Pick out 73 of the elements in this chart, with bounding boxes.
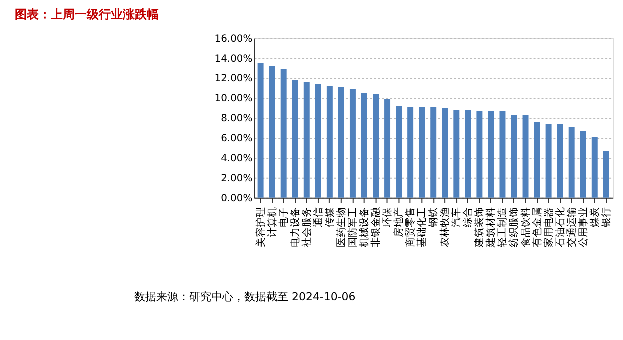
x-tick-label: 机械设备 <box>358 207 370 248</box>
x-tick-label: 医药生物 <box>335 207 348 248</box>
x-tick-label: 计算机 <box>266 207 278 238</box>
x-tick-label: 银行 <box>601 207 612 228</box>
bar <box>362 93 368 198</box>
text: 图表：上周一级行业涨跌幅 <box>14 7 159 22</box>
bar <box>522 115 529 198</box>
x-tick-label: 美容护理 <box>254 207 267 248</box>
x-tick-label: 非银金融 <box>370 207 382 248</box>
y-tick-label: 6.00% <box>221 134 253 145</box>
bar <box>568 127 575 198</box>
x-tick-label: 电子 <box>278 207 290 228</box>
x-tick-label: 交通运输 <box>566 207 578 248</box>
x-tick-label: 国防军工 <box>346 207 359 248</box>
bar <box>269 66 276 198</box>
bar <box>304 82 310 198</box>
x-tick-label: 汽车 <box>450 207 463 228</box>
bar <box>408 107 414 198</box>
bar <box>488 111 494 198</box>
x-tick-label: 轻工制造 <box>496 207 509 248</box>
x-tick-label: 钢铁 <box>428 207 440 228</box>
x-tick-label: 传媒 <box>324 207 336 228</box>
bar <box>546 124 552 198</box>
x-tick-label: 食品饮料 <box>520 207 532 248</box>
x-tick-label: 综合 <box>462 207 474 228</box>
x-tick-label: 建筑装饰 <box>474 207 486 248</box>
x-tick-label: 石油石化 <box>554 207 566 248</box>
bar <box>315 84 322 198</box>
x-tick-label: 房地产 <box>393 207 406 238</box>
x-tick-label: 环保 <box>382 207 394 228</box>
bar <box>350 89 356 198</box>
bar <box>258 63 264 198</box>
bar <box>326 86 333 198</box>
bar <box>511 115 518 198</box>
bar <box>580 131 586 198</box>
bar <box>419 107 426 198</box>
source-note: 数据来源：研究中心，数据截至 2024-10-06 <box>134 290 356 304</box>
bar <box>396 106 402 198</box>
x-tick-label: 通信 <box>312 207 324 228</box>
y-tick-label: 0.00% <box>221 193 253 204</box>
bar <box>442 108 448 198</box>
bar <box>465 110 472 198</box>
bar <box>592 137 598 198</box>
bar <box>557 124 564 198</box>
x-tick-label: 社会服务 <box>300 207 313 248</box>
x-tick-label: 商贸零售 <box>404 207 417 248</box>
x-tick-label: 有色金属 <box>531 207 544 248</box>
bar <box>603 151 610 198</box>
x-tick-label: 家用电器 <box>542 207 555 248</box>
bar <box>500 111 506 198</box>
y-tick-label: 12.00% <box>214 74 253 85</box>
bar <box>430 107 437 198</box>
y-tick-label: 2.00% <box>221 173 253 184</box>
y-tick-label: 8.00% <box>221 114 253 125</box>
x-tick-label: 电力设备 <box>289 207 302 248</box>
bar <box>534 122 540 198</box>
bar <box>338 87 344 198</box>
x-tick-label: 基础化工 <box>416 207 428 248</box>
x-tick-label: 农林牧渔 <box>439 207 452 248</box>
y-tick-label: 10.00% <box>214 94 253 105</box>
bar <box>384 99 391 198</box>
bar <box>454 110 460 198</box>
x-tick-label: 煤炭 <box>588 207 601 228</box>
x-tick-label: 纺织服饰 <box>508 207 520 248</box>
y-tick-label: 14.00% <box>214 54 253 65</box>
x-tick-label: 建筑材料 <box>485 207 498 248</box>
bar <box>292 80 298 198</box>
bar <box>373 94 379 198</box>
x-tick-label: 公用事业 <box>577 207 590 248</box>
bar <box>280 69 287 198</box>
y-tick-label: 16.00% <box>214 34 253 45</box>
y-tick-label: 4.00% <box>221 153 253 164</box>
bar <box>476 111 483 198</box>
